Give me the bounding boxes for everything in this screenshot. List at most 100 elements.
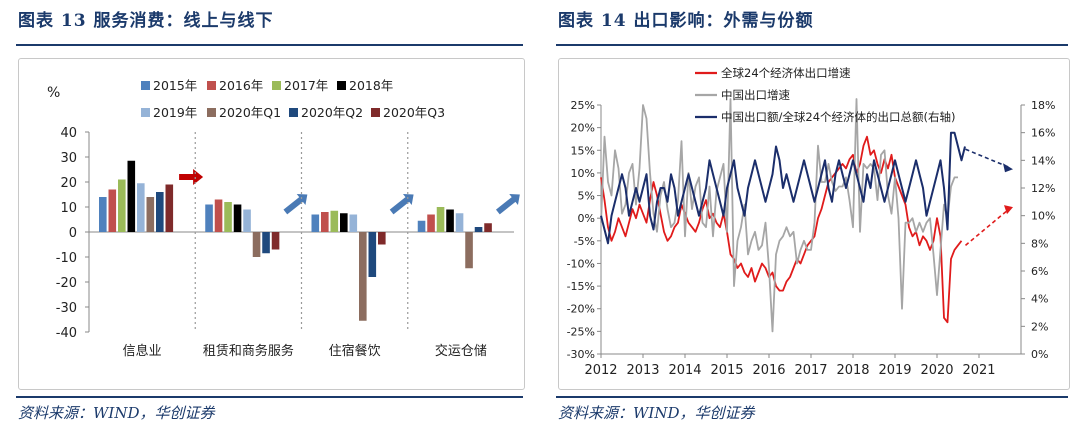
left-tick-label: 20% bbox=[571, 122, 595, 135]
bar bbox=[271, 232, 280, 250]
left-title-rule bbox=[16, 44, 523, 46]
bar bbox=[465, 232, 473, 269]
y-tick-label: 0 bbox=[69, 226, 77, 241]
bar bbox=[417, 220, 426, 232]
legend-swatch bbox=[141, 108, 150, 117]
bar bbox=[455, 213, 464, 232]
trend-arrow-icon bbox=[495, 194, 520, 215]
bar bbox=[368, 232, 377, 277]
legend-swatch bbox=[272, 81, 281, 90]
left-bottom-rule bbox=[16, 396, 523, 398]
bar bbox=[233, 204, 242, 232]
right-title-rule bbox=[556, 44, 1068, 46]
trend-arrow-icon bbox=[283, 194, 308, 215]
category-label: 信息业 bbox=[123, 343, 162, 359]
bar bbox=[205, 204, 213, 232]
projection-arrow-icon bbox=[964, 208, 1010, 246]
y-tick-label: -10 bbox=[56, 251, 77, 266]
bar bbox=[224, 202, 232, 232]
x-tick-label: 2021 bbox=[962, 363, 995, 378]
y-tick-label: -20 bbox=[56, 276, 77, 291]
series-line bbox=[600, 131, 966, 245]
right-tick-label: 16% bbox=[1031, 127, 1055, 140]
left-tick-label: -15% bbox=[567, 280, 595, 293]
left-tick-label: 10% bbox=[571, 167, 595, 180]
legend-swatch bbox=[207, 81, 216, 90]
trend-arrow-icon bbox=[389, 194, 414, 215]
bar bbox=[214, 199, 223, 232]
right-tick-label: 18% bbox=[1031, 99, 1055, 112]
right-chart-area: 25% 20% 15% 10% 5% 0% -5% -10% -15% -20% -25% -30% 1… bbox=[558, 58, 1070, 390]
series-line bbox=[600, 98, 958, 333]
trend-arrow-shape bbox=[495, 194, 520, 215]
legend-swatch bbox=[207, 108, 216, 117]
bar bbox=[436, 207, 445, 232]
bar bbox=[165, 184, 174, 232]
right-tick-label: 10% bbox=[1031, 210, 1055, 223]
left-chart-title: 图表 13 服务消费：线上与线下 bbox=[18, 11, 274, 31]
category-label: 交运仓储 bbox=[435, 343, 487, 359]
legend-label: 中国出口增速 bbox=[721, 88, 790, 102]
legend-label: 2018年 bbox=[349, 78, 393, 93]
right-line-chart: 25% 20% 15% 10% 5% 0% -5% -10% -15% -20% -25% -30% 1… bbox=[567, 66, 1056, 378]
legend-label: 中国出口额/全球24个经济体的出口总额(右轴) bbox=[721, 110, 955, 124]
bar bbox=[427, 214, 435, 232]
bar bbox=[311, 214, 320, 232]
y-tick-label: -30 bbox=[56, 301, 77, 316]
trend-arrow-icon bbox=[179, 169, 204, 185]
right-tick-label: 12% bbox=[1031, 182, 1055, 195]
x-tick-label: 2015 bbox=[710, 363, 743, 378]
right-source-note: 资料来源：WIND，华创证券 bbox=[558, 404, 755, 422]
right-bottom-rule bbox=[556, 396, 1068, 398]
bar bbox=[118, 179, 126, 232]
y-axis-unit: % bbox=[47, 85, 60, 101]
left-tick-label: -25% bbox=[567, 325, 595, 338]
bar bbox=[156, 192, 164, 232]
left-source-note: 资料来源：WIND，华创证券 bbox=[18, 404, 215, 422]
left-tick-label: 5% bbox=[578, 190, 595, 203]
x-tick-label: 2016 bbox=[752, 363, 785, 378]
trend-arrow-shape bbox=[389, 194, 414, 215]
bar bbox=[340, 213, 348, 232]
arrowhead-icon bbox=[1003, 163, 1013, 173]
x-tick-label: 2013 bbox=[626, 363, 659, 378]
legend-swatch bbox=[337, 81, 346, 90]
bar bbox=[127, 160, 136, 232]
left-tick-label: 25% bbox=[571, 99, 595, 112]
bar bbox=[349, 214, 358, 232]
bar bbox=[99, 197, 107, 232]
bar bbox=[446, 209, 454, 232]
bar bbox=[484, 223, 492, 232]
left-tick-label: -5% bbox=[574, 235, 595, 248]
right-tick-label: 4% bbox=[1031, 293, 1048, 306]
x-tick-label: 2018 bbox=[836, 363, 869, 378]
x-tick-label: 2020 bbox=[920, 363, 953, 378]
bar bbox=[252, 232, 261, 257]
legend-label: 2020年Q1 bbox=[219, 105, 281, 120]
trend-arrow-shape bbox=[283, 194, 308, 215]
legend-label: 2015年 bbox=[153, 78, 197, 93]
category-label: 租赁和商务服务 bbox=[203, 343, 294, 359]
y-tick-label: 20 bbox=[60, 176, 77, 191]
legend-label: 2019年 bbox=[153, 105, 197, 120]
x-tick-label: 2019 bbox=[878, 363, 911, 378]
bar bbox=[137, 183, 145, 232]
bar bbox=[474, 227, 483, 232]
bar bbox=[146, 197, 155, 232]
left-tick-label: -10% bbox=[567, 257, 595, 270]
left-chart-area: 40 30 20 10 0 -10 -20 -30 -40% 信息业 租赁和商务服务 住宿餐饮 交运仓储… bbox=[18, 58, 525, 390]
bar bbox=[378, 232, 386, 245]
series-line bbox=[600, 135, 963, 324]
x-tick-label: 2012 bbox=[584, 363, 617, 378]
arrowhead-icon bbox=[1004, 205, 1013, 215]
legend-label: 2017年 bbox=[284, 78, 328, 93]
right-tick-label: 8% bbox=[1031, 237, 1048, 250]
left-tick-label: 15% bbox=[571, 144, 595, 157]
legend-label: 2020年Q2 bbox=[301, 105, 363, 120]
x-tick-label: 2014 bbox=[668, 363, 701, 378]
right-tick-label: 14% bbox=[1031, 154, 1055, 167]
legend-swatch bbox=[141, 81, 150, 90]
left-bar-chart: 40 30 20 10 0 -10 -20 -30 -40% 信息业 租赁和商务服务 住宿餐饮 交运仓储… bbox=[47, 78, 520, 359]
left-tick-label: -30% bbox=[567, 348, 595, 361]
bar bbox=[108, 189, 117, 232]
